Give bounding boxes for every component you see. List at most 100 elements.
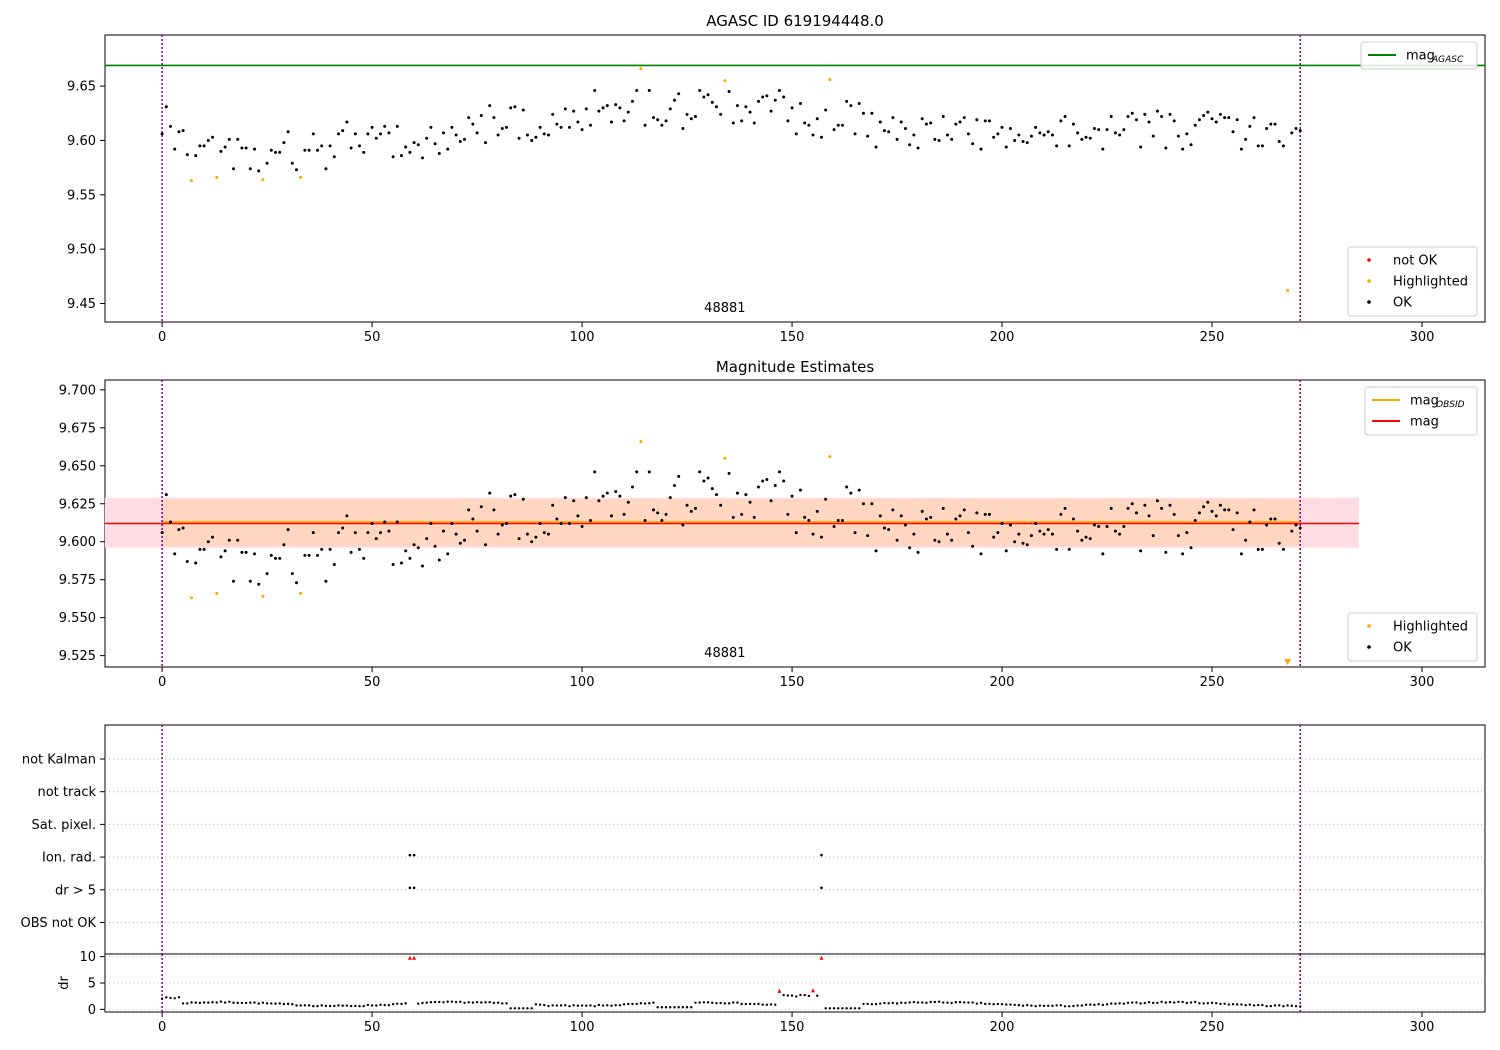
ok-point xyxy=(542,132,546,136)
dr-point xyxy=(345,1004,349,1007)
ok-point xyxy=(651,116,655,120)
dr-point xyxy=(1173,1001,1176,1004)
ok-point xyxy=(698,470,702,474)
ok-point xyxy=(677,474,681,478)
dr-point xyxy=(270,1002,273,1005)
highlighted-point xyxy=(215,591,219,595)
ok-point xyxy=(492,116,496,120)
ok-point xyxy=(643,518,647,522)
ok-point xyxy=(756,99,760,103)
ok-point xyxy=(857,488,861,492)
ok-point xyxy=(1017,133,1021,137)
ok-point xyxy=(714,105,718,109)
dr-point xyxy=(782,993,785,997)
ok-point xyxy=(357,547,361,551)
ok-point xyxy=(874,145,878,149)
ok-point xyxy=(542,531,546,535)
ok-point xyxy=(1227,508,1231,512)
legend-dot-swatch xyxy=(1367,279,1371,283)
ok-point xyxy=(332,155,336,159)
ok-point xyxy=(1277,140,1281,144)
dr-point xyxy=(580,1004,584,1007)
dr-point xyxy=(1101,1003,1105,1007)
ok-point xyxy=(504,125,508,129)
legend-label: Highlighted xyxy=(1393,275,1468,290)
ok-point xyxy=(467,508,471,512)
dr-point xyxy=(677,1006,680,1009)
dr-point xyxy=(396,1002,399,1005)
dr-point xyxy=(849,1007,853,1010)
y-tick-label: 9.625 xyxy=(59,497,96,512)
ok-point xyxy=(861,502,865,506)
ok-point xyxy=(1105,525,1109,529)
dr-point xyxy=(795,995,798,998)
dr-point xyxy=(774,1003,777,1006)
dr-point xyxy=(387,1004,391,1007)
highlighted-point xyxy=(261,594,265,598)
ok-point xyxy=(1004,145,1008,149)
dr-point xyxy=(870,1003,874,1006)
dr-point xyxy=(958,1000,962,1004)
ok-point xyxy=(391,155,395,159)
ok-point xyxy=(593,470,597,474)
dr-point xyxy=(929,1000,932,1004)
highlighted-point xyxy=(190,596,194,600)
dr-point xyxy=(475,1000,479,1004)
x-tick-label: 0 xyxy=(158,330,166,345)
ok-point xyxy=(202,547,206,551)
ok-point xyxy=(782,95,786,99)
ok-point xyxy=(1193,518,1197,522)
ok-point xyxy=(311,531,315,535)
ok-point xyxy=(471,122,475,126)
ok-point xyxy=(286,130,290,134)
x-tick-label: 200 xyxy=(990,330,1015,345)
dr-point xyxy=(1286,1004,1289,1007)
ok-point xyxy=(824,497,828,501)
dr-point xyxy=(316,1004,319,1008)
dr-point xyxy=(925,1001,928,1005)
ok-point xyxy=(689,117,693,121)
ok-point xyxy=(1189,143,1193,147)
dr-point xyxy=(1030,1004,1033,1007)
ok-point xyxy=(1055,547,1059,551)
ok-point xyxy=(160,132,164,136)
dr-point xyxy=(274,1002,277,1005)
ok-point xyxy=(563,496,567,500)
ok-point xyxy=(374,537,378,541)
dr-point xyxy=(295,1004,298,1007)
ok-point xyxy=(1059,512,1063,516)
dr-point xyxy=(1051,1004,1054,1008)
ok-point xyxy=(530,138,534,142)
dr-point xyxy=(484,1001,487,1004)
ok-point xyxy=(891,116,895,120)
flag-point xyxy=(412,886,416,890)
ok-point xyxy=(912,133,916,137)
ok-point xyxy=(1113,131,1117,135)
ok-point xyxy=(244,146,248,150)
ok-point xyxy=(1109,115,1113,119)
ok-point xyxy=(1105,128,1109,132)
ok-point xyxy=(782,479,786,483)
ok-point xyxy=(1160,506,1164,510)
dr-point xyxy=(244,1001,248,1005)
dr-point xyxy=(757,1002,760,1006)
ok-point xyxy=(538,522,542,525)
flag-point xyxy=(820,853,823,857)
dr-point xyxy=(354,1004,357,1008)
dr-point xyxy=(370,1004,374,1007)
y-tick-label: 9.55 xyxy=(67,188,96,203)
highlighted-point xyxy=(299,591,303,595)
panel-agasc-frame xyxy=(104,34,1486,323)
ok-point xyxy=(954,517,958,521)
ok-point xyxy=(479,505,483,509)
ok-point xyxy=(311,132,315,136)
dr-point xyxy=(480,1001,483,1004)
ok-point xyxy=(954,122,958,126)
ok-point xyxy=(253,552,257,556)
dr-outlier-point xyxy=(407,955,412,960)
ok-point xyxy=(975,511,979,515)
ok-point xyxy=(601,106,605,110)
dr-point xyxy=(1219,1002,1222,1006)
ok-point xyxy=(1046,528,1050,532)
ok-point xyxy=(1097,525,1101,529)
